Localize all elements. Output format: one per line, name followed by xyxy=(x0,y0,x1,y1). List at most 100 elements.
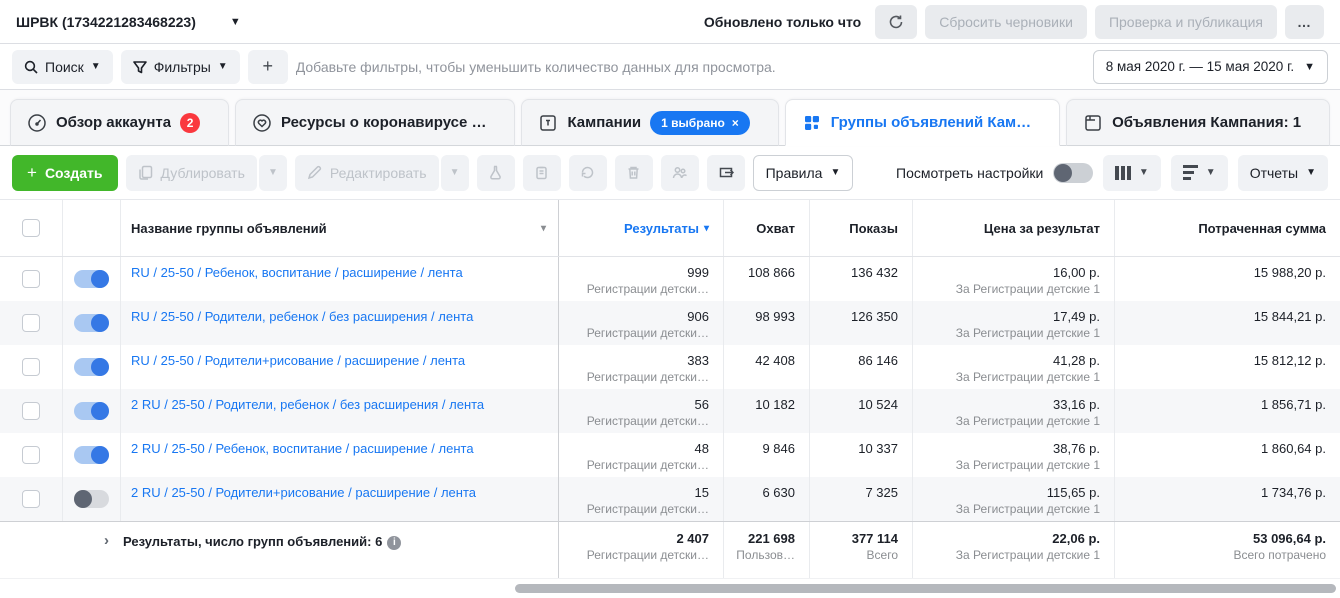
adset-name-link[interactable]: RU / 25-50 / Ребенок, воспитание / расши… xyxy=(131,265,463,280)
create-button[interactable]: + Создать xyxy=(12,154,118,191)
adset-name-link[interactable]: 2 RU / 25-50 / Родители, ребенок / без р… xyxy=(131,397,485,412)
edit-dropdown-button[interactable]: ▼ xyxy=(440,154,469,191)
review-publish-button[interactable]: Проверка и публикация xyxy=(1094,4,1277,39)
history-button[interactable] xyxy=(568,154,607,191)
results-type-label: Регистрации детски… xyxy=(586,326,709,340)
row-checkbox[interactable] xyxy=(22,314,40,332)
column-header-spent[interactable]: Потраченная сумма xyxy=(1114,200,1340,256)
spent-value: 15 844,21 р. xyxy=(1253,309,1326,324)
reach-cell: 108 866 xyxy=(723,257,809,301)
selection-count: 1 выбрано xyxy=(661,115,725,130)
duplicate-dropdown-button[interactable]: ▼ xyxy=(258,154,287,191)
history-icon xyxy=(581,166,594,179)
tab-account-overview[interactable]: Обзор аккаунта 2 xyxy=(10,99,230,146)
row-checkbox[interactable] xyxy=(22,446,40,464)
tab-campaigns[interactable]: Кампании 1 выбрано × xyxy=(521,99,779,146)
search-button[interactable]: Поиск ▼ xyxy=(12,49,113,84)
horizontal-scrollbar[interactable] xyxy=(515,584,1336,593)
tab-label: Обзор аккаунта xyxy=(56,114,172,131)
duplicate-group: Дублировать ▼ xyxy=(125,154,287,191)
toolbar-right: Посмотреть настройки ▼ ▼ Отчеты ▼ xyxy=(896,154,1328,191)
impressions-cell: 126 350 xyxy=(809,301,912,345)
column-header-reach[interactable]: Охват xyxy=(723,200,809,256)
cost-per-result-cell: 33,16 р. За Регистрации детские 1 xyxy=(912,389,1114,433)
reach-value: 10 182 xyxy=(755,397,795,412)
impressions-value: 10 337 xyxy=(858,441,898,456)
row-checkbox[interactable] xyxy=(22,490,40,508)
status-toggle[interactable] xyxy=(74,358,109,376)
status-toggle[interactable] xyxy=(74,270,109,288)
summary-reach-value: 221 698 xyxy=(748,531,795,546)
filters-button[interactable]: Фильтры ▼ xyxy=(120,49,240,84)
header-checkbox-cell xyxy=(0,200,62,256)
row-checkbox-cell xyxy=(0,257,62,301)
duplicate-button[interactable]: Дублировать xyxy=(125,154,257,191)
spent-cell: 1 734,76 р. xyxy=(1114,477,1340,521)
toggle-knob xyxy=(91,270,109,288)
view-settings-toggle[interactable] xyxy=(1053,162,1094,183)
cost-type-label: За Регистрации детские 1 xyxy=(955,326,1100,340)
rules-button[interactable]: Правила ▼ xyxy=(752,154,854,191)
table-row: RU / 25-50 / Ребенок, воспитание / расши… xyxy=(0,257,1340,301)
row-checkbox[interactable] xyxy=(22,270,40,288)
toggle-knob xyxy=(91,402,109,420)
people-icon xyxy=(672,167,687,179)
info-icon[interactable]: i xyxy=(387,535,402,550)
status-toggle[interactable] xyxy=(74,402,109,420)
row-toggle-cell xyxy=(62,389,120,433)
adset-name-link[interactable]: 2 RU / 25-50 / Ребенок, воспитание / рас… xyxy=(131,441,474,456)
row-checkbox-cell xyxy=(0,433,62,477)
row-checkbox[interactable] xyxy=(22,402,40,420)
tab-label: Ресурсы о коронавирусе … xyxy=(281,114,487,131)
results-cell: 906 Регистрации детски… xyxy=(558,301,723,345)
table-toolbar: + Создать Дублировать ▼ Редактировать ▼ xyxy=(0,146,1340,200)
export-button[interactable] xyxy=(706,154,745,191)
reports-button[interactable]: Отчеты ▼ xyxy=(1237,154,1328,191)
delete-button[interactable] xyxy=(614,154,653,191)
column-header-cost-per-result[interactable]: Цена за результат xyxy=(912,200,1114,256)
results-type-label: Регистрации детски… xyxy=(586,502,709,516)
heart-circle-icon xyxy=(252,113,272,133)
date-range-selector[interactable]: 8 мая 2020 г. — 15 мая 2020 г. ▼ xyxy=(1092,49,1328,84)
summary-impressions-value: 377 114 xyxy=(851,531,898,546)
impressions-cell: 10 337 xyxy=(809,433,912,477)
adset-name-link[interactable]: RU / 25-50 / Родители+рисование / расшир… xyxy=(131,353,466,368)
tab-coronavirus-resources[interactable]: Ресурсы о коронавирусе … xyxy=(235,99,516,146)
row-checkbox-cell xyxy=(0,477,62,521)
adset-name-link[interactable]: RU / 25-50 / Родители, ребенок / без рас… xyxy=(131,309,474,324)
close-icon[interactable]: × xyxy=(731,115,739,130)
selection-badge[interactable]: 1 выбрано × xyxy=(650,110,750,135)
column-header-name[interactable]: Название группы объявлений ▾ xyxy=(120,200,558,256)
edit-button[interactable]: Редактировать xyxy=(294,154,439,191)
refresh-button[interactable] xyxy=(875,4,918,39)
column-header-results[interactable]: Результаты ▾ xyxy=(558,200,723,256)
copy-icon xyxy=(138,165,152,180)
pencil-icon xyxy=(307,165,322,180)
tab-ads[interactable]: Объявления Кампания: 1 xyxy=(1066,99,1331,146)
columns-button[interactable]: ▼ xyxy=(1103,154,1161,191)
expand-chevron-icon[interactable]: › xyxy=(104,532,109,549)
audience-button[interactable] xyxy=(660,154,699,191)
more-button[interactable]: … xyxy=(1285,4,1324,39)
adset-name-link[interactable]: 2 RU / 25-50 / Родители+рисование / расш… xyxy=(131,485,476,500)
row-checkbox[interactable] xyxy=(22,358,40,376)
add-filter-button[interactable]: + xyxy=(247,49,288,84)
select-all-checkbox[interactable] xyxy=(22,219,40,237)
results-cell: 15 Регистрации детски… xyxy=(558,477,723,521)
breakdown-button[interactable]: ▼ xyxy=(1170,154,1228,191)
status-toggle[interactable] xyxy=(74,446,109,464)
account-selector[interactable]: ШРВК (1734221283468223) ▼ xyxy=(16,14,241,30)
filter-bar: Поиск ▼ Фильтры ▼ + Добавьте фильтры, чт… xyxy=(0,44,1340,90)
impressions-cell: 86 146 xyxy=(809,345,912,389)
ab-test-button[interactable] xyxy=(476,154,515,191)
column-header-impressions[interactable]: Показы xyxy=(809,200,912,256)
tab-ad-sets[interactable]: Группы объявлений Кам… xyxy=(784,99,1061,146)
row-toggle-cell xyxy=(62,301,120,345)
cost-per-result-cell: 16,00 р. За Регистрации детские 1 xyxy=(912,257,1114,301)
status-toggle[interactable] xyxy=(74,314,109,332)
discard-drafts-button[interactable]: Сбросить черновики xyxy=(925,4,1087,39)
status-toggle[interactable] xyxy=(74,490,109,508)
pin-button[interactable] xyxy=(522,154,561,191)
edit-group: Редактировать ▼ xyxy=(294,154,469,191)
results-value: 15 xyxy=(694,485,709,500)
